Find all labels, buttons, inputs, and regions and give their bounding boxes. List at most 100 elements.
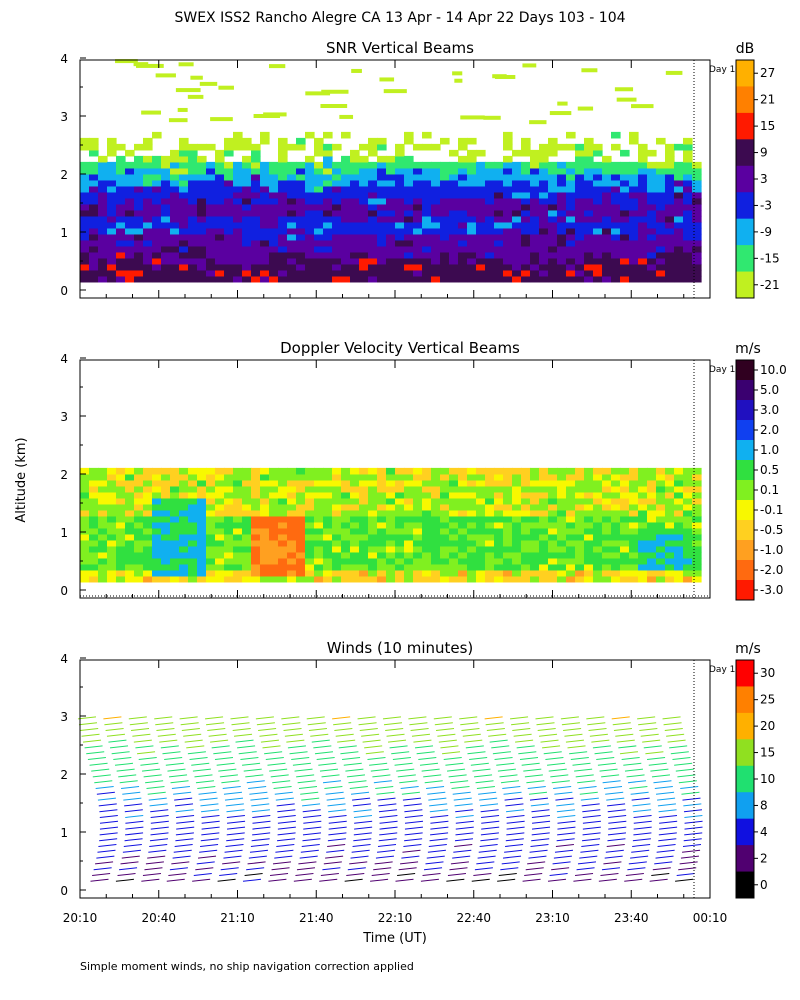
doppler-cell: [467, 527, 477, 535]
snr-cell: [611, 143, 621, 151]
snr-cell: [215, 149, 225, 157]
wind-barb: [271, 867, 290, 871]
doppler-cell: [206, 503, 216, 511]
snr-cell: [125, 203, 135, 211]
doppler-cell: [116, 509, 126, 517]
snr-cell: [521, 215, 531, 223]
snr-cell: [413, 215, 423, 223]
snr-cell: [179, 275, 189, 283]
snr-cell: [215, 275, 225, 283]
snr-cell: [98, 197, 108, 205]
wind-barb: [377, 797, 396, 801]
wind-barb: [322, 780, 342, 784]
doppler-cell: [503, 527, 513, 535]
wind-barb: [97, 849, 116, 853]
wind-barb: [433, 716, 452, 720]
snr-cell: [368, 275, 378, 283]
wind-barb: [682, 844, 702, 847]
snr-cell: [413, 179, 423, 187]
wind-barb: [210, 739, 229, 743]
y-tick-label: 0: [60, 284, 68, 298]
doppler-cell: [611, 503, 621, 511]
doppler-cell: [494, 575, 504, 583]
doppler-cell: [413, 473, 423, 481]
snr-cell: [557, 263, 567, 271]
doppler-cell: [629, 479, 639, 487]
doppler-cell: [656, 467, 666, 475]
wind-barb: [462, 733, 481, 737]
doppler-cell: [269, 575, 279, 583]
snr-cell: [575, 239, 585, 247]
wind-barb: [249, 849, 269, 853]
snr-cell: [80, 209, 90, 217]
snr-cell: [611, 233, 621, 241]
wind-barb: [675, 768, 694, 772]
doppler-cell: [548, 545, 558, 553]
wind-barb: [148, 797, 167, 801]
doppler-cell: [476, 527, 486, 535]
wind-barb: [662, 716, 681, 720]
snr-cell: [467, 215, 477, 223]
snr-cell: [413, 161, 423, 169]
snr-cell: [602, 239, 612, 247]
snr-cell: [386, 173, 396, 181]
doppler-cell: [134, 473, 144, 481]
doppler-cell: [188, 485, 198, 493]
snr-cell: [107, 197, 117, 205]
snr-cell: [458, 203, 468, 211]
doppler-cell: [485, 515, 495, 523]
snr-cell: [188, 149, 198, 157]
doppler-cell: [314, 539, 324, 547]
wind-barb: [377, 844, 397, 847]
doppler-title: Doppler Velocity Vertical Beams: [280, 339, 520, 357]
snr-cell: [116, 155, 126, 163]
doppler-cell: [584, 533, 594, 541]
doppler-cell: [395, 569, 405, 577]
wind-barb: [511, 722, 530, 726]
doppler-cell: [602, 503, 612, 511]
snr-cell: [593, 227, 603, 235]
doppler-cell: [134, 575, 144, 583]
doppler-cell: [530, 539, 540, 547]
snr-cell: [368, 203, 378, 211]
snr-cell: [692, 221, 702, 229]
snr-cell: [404, 239, 414, 247]
doppler-cell: [575, 509, 585, 517]
snr-cell: [467, 269, 477, 277]
doppler-cell: [584, 479, 594, 487]
doppler-cell: [260, 539, 270, 547]
snr-cell: [638, 269, 648, 277]
wind-barb: [672, 757, 691, 760]
snr-cell: [89, 269, 99, 277]
doppler-cell: [98, 491, 108, 499]
snr-cell: [116, 251, 126, 259]
snr-cell: [206, 161, 216, 169]
doppler-cell: [395, 575, 405, 583]
snr-cell: [224, 161, 234, 169]
wind-barb: [527, 861, 546, 865]
snr-cell: [665, 251, 675, 259]
snr-cell: [206, 269, 216, 277]
doppler-cell: [413, 539, 423, 547]
snr-cell: [341, 269, 351, 277]
snr-cell: [404, 185, 414, 193]
wind-barb: [573, 878, 592, 882]
doppler-cell: [107, 467, 117, 475]
snr-cell: [485, 173, 495, 181]
snr-cell: [359, 221, 369, 229]
doppler-cell: [584, 497, 594, 505]
snr-cell: [431, 191, 441, 199]
doppler-cell: [548, 473, 558, 481]
wind-barb: [180, 722, 199, 726]
snr-cell: [530, 233, 540, 241]
wind-barb: [455, 826, 474, 830]
snr-cell: [341, 203, 351, 211]
doppler-cell: [476, 467, 486, 475]
doppler-cell: [314, 467, 324, 475]
doppler-cell: [386, 563, 396, 571]
snr-cell: [383, 89, 407, 94]
snr-cell: [134, 245, 144, 253]
doppler-cell: [656, 569, 666, 577]
snr-cell: [323, 191, 333, 199]
doppler-cell: [413, 569, 423, 577]
